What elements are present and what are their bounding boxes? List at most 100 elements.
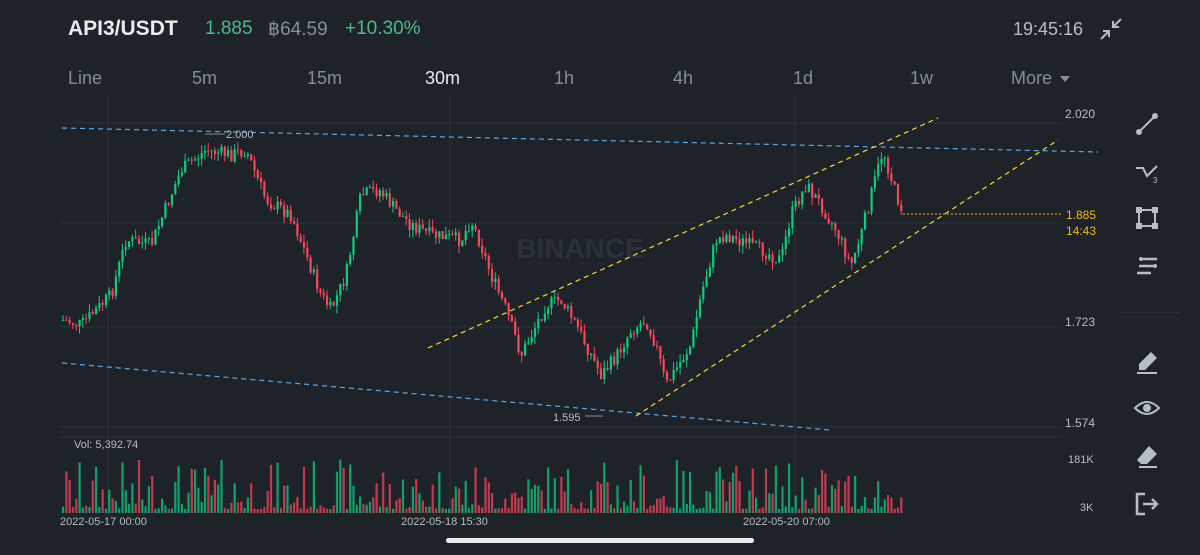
- candle-body: [626, 337, 629, 348]
- volume-bar: [804, 499, 807, 513]
- candle-body: [398, 208, 401, 217]
- volume-bar: [220, 460, 223, 513]
- volume-bar: [527, 479, 530, 513]
- indicator-icon[interactable]: [1131, 250, 1163, 282]
- volume-bar: [88, 506, 91, 513]
- volume-bar: [623, 501, 626, 513]
- volume-bar: [339, 459, 342, 513]
- tab-1w[interactable]: 1w: [910, 68, 934, 88]
- pair-title[interactable]: API3/USDT: [68, 17, 178, 40]
- tab-1d[interactable]: 1d: [793, 68, 814, 88]
- candle-body: [147, 237, 150, 239]
- candle-body: [623, 347, 626, 353]
- volume-bar: [203, 467, 207, 513]
- candle-body: [322, 292, 325, 296]
- candle-body: [834, 223, 837, 231]
- volume-bar: [708, 492, 711, 513]
- fib-icon[interactable]: 3: [1131, 156, 1163, 188]
- candle-body: [167, 203, 170, 206]
- volume-bar: [698, 508, 702, 513]
- volume-bar: [705, 491, 708, 513]
- volume-bar: [685, 504, 688, 513]
- volume-bar: [421, 500, 424, 513]
- more-dropdown[interactable]: More: [1011, 68, 1071, 89]
- trendline-icon[interactable]: [1131, 108, 1163, 140]
- tab-30m[interactable]: 30m: [425, 68, 461, 88]
- volume-bar: [161, 498, 164, 513]
- volume-bar: [332, 505, 335, 513]
- volume-bar: [134, 503, 137, 513]
- volume-tick-top: 181K: [1068, 454, 1094, 466]
- candle-body: [530, 336, 533, 343]
- candle-body: [104, 295, 108, 305]
- candle-body: [458, 232, 461, 246]
- volume-bar: [322, 507, 325, 513]
- candle-body: [365, 187, 368, 195]
- volume-bar: [844, 481, 847, 513]
- volume-bar: [543, 508, 546, 513]
- candle-body: [801, 191, 804, 205]
- rectangle-icon[interactable]: [1131, 202, 1163, 234]
- volume-bar: [349, 464, 352, 513]
- candle-body: [121, 249, 124, 262]
- volume-bar: [794, 495, 797, 513]
- volume-bar: [335, 471, 339, 513]
- volume-bar: [283, 485, 286, 513]
- candle-body: [441, 231, 444, 240]
- tab-5m[interactable]: 5m: [192, 68, 218, 88]
- volume-bar: [190, 468, 193, 513]
- volume-bar: [537, 485, 540, 513]
- volume-bar: [609, 504, 612, 513]
- volume-bar: [256, 508, 259, 513]
- volume-bar: [656, 498, 659, 513]
- candle-body: [781, 249, 784, 256]
- volume-bar: [415, 479, 418, 513]
- candle-body: [890, 173, 893, 182]
- candle-body: [702, 286, 705, 300]
- tab-line[interactable]: Line: [68, 68, 103, 88]
- volume-bar: [217, 484, 220, 513]
- volume-bar: [180, 503, 183, 513]
- tab-1h[interactable]: 1h: [554, 68, 575, 88]
- candle-body: [339, 283, 342, 296]
- candle-body: [596, 360, 599, 369]
- collapse-icon[interactable]: [1098, 16, 1124, 42]
- volume-bar: [659, 498, 662, 513]
- volume-bar: [510, 493, 513, 513]
- candle-body: [514, 321, 517, 335]
- volume-bar: [382, 472, 385, 513]
- tab-4h[interactable]: 4h: [673, 68, 694, 88]
- candle-body: [415, 223, 418, 233]
- volume-bar: [649, 505, 652, 513]
- eye-icon[interactable]: [1131, 392, 1163, 424]
- volume-bar: [95, 466, 98, 513]
- tab-15m[interactable]: 15m: [307, 68, 343, 88]
- candlestick-chart[interactable]: BINANCE 2.020 1.723 1.574 2.000 1.595 Vo…: [0, 95, 1110, 535]
- volume-bar: [863, 496, 867, 513]
- brush-icon[interactable]: [1131, 346, 1163, 378]
- volume-bar: [302, 466, 306, 513]
- volume-bar: [834, 488, 837, 513]
- volume-bar: [504, 498, 507, 513]
- candle-body: [405, 216, 408, 220]
- exit-icon[interactable]: [1131, 488, 1163, 520]
- eraser-icon[interactable]: [1131, 440, 1163, 472]
- volume-bar: [883, 499, 886, 513]
- volume-bar: [174, 481, 177, 513]
- candle-body: [273, 208, 276, 210]
- volume-bar: [395, 500, 398, 513]
- volume-bar: [778, 508, 781, 513]
- candle-body: [543, 314, 546, 321]
- price-tick-low: 1.574: [1065, 416, 1095, 430]
- volume-bar: [764, 468, 768, 513]
- volume-bar: [286, 485, 289, 513]
- candle-body: [312, 269, 315, 273]
- candle-body: [580, 327, 583, 332]
- volume-bar: [101, 489, 104, 513]
- volume-bar: [227, 508, 230, 513]
- candle-body: [477, 229, 480, 246]
- volume-bar: [167, 509, 170, 513]
- interval-tabs: Line 5m 15m 30m 1h 4h 1d 1w More: [0, 64, 1200, 94]
- volume-bar: [408, 507, 411, 513]
- candle-body: [863, 212, 867, 230]
